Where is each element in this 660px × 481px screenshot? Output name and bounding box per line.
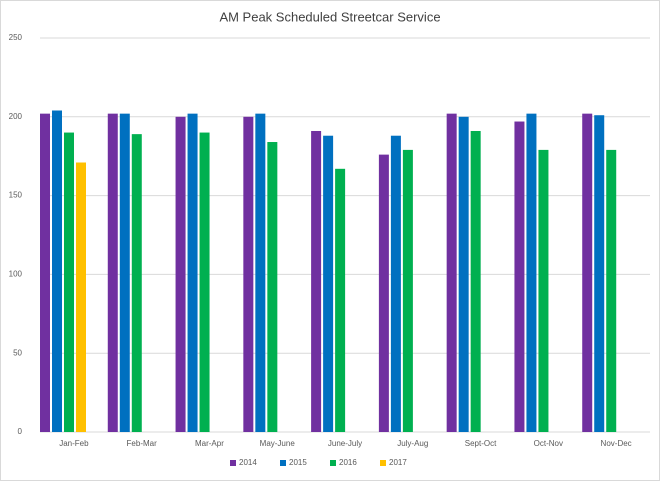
bar — [335, 168, 346, 433]
x-tick-label: Feb-Mar — [127, 439, 158, 448]
bar — [446, 113, 457, 432]
x-tick-label: Jan-Feb — [59, 439, 89, 448]
bar — [199, 132, 210, 432]
legend-label: 2017 — [389, 458, 407, 467]
bar — [582, 113, 593, 432]
y-tick-label: 0 — [18, 427, 23, 436]
legend-swatch — [380, 460, 386, 466]
legend-label: 2014 — [239, 458, 257, 467]
bar — [52, 110, 62, 432]
bar — [594, 115, 605, 432]
y-tick-label: 200 — [9, 112, 23, 121]
bar — [606, 149, 617, 432]
bar — [40, 113, 50, 432]
legend-label: 2015 — [289, 458, 307, 467]
x-tick-label: June-July — [328, 439, 362, 448]
bar — [458, 116, 469, 433]
y-tick-label: 50 — [13, 348, 22, 357]
bar — [538, 149, 549, 432]
bar — [175, 116, 186, 433]
bar — [64, 132, 74, 432]
legend-label: 2016 — [339, 458, 357, 467]
bar — [131, 134, 142, 433]
bar — [378, 154, 389, 432]
bar — [76, 162, 86, 432]
y-tick-label: 150 — [9, 191, 23, 200]
bar — [311, 130, 322, 432]
y-tick-label: 100 — [9, 270, 23, 279]
y-tick-label: 250 — [9, 33, 23, 42]
bar — [267, 142, 278, 433]
bar — [323, 135, 334, 432]
bar — [243, 116, 254, 433]
x-tick-label: May-June — [260, 439, 296, 448]
bar — [255, 113, 266, 432]
bar — [107, 113, 118, 432]
legend-swatch — [280, 460, 286, 466]
bar — [526, 113, 537, 432]
x-tick-label: Sept-Oct — [465, 439, 497, 448]
bar — [390, 135, 401, 432]
bar — [119, 113, 130, 432]
legend-swatch — [330, 460, 336, 466]
legend-swatch — [230, 460, 236, 466]
x-tick-label: Mar-Apr — [195, 439, 224, 448]
x-tick-label: Oct-Nov — [534, 439, 563, 448]
x-tick-label: Nov-Dec — [601, 439, 632, 448]
bar — [470, 130, 481, 432]
chart-title: AM Peak Scheduled Streetcar Service — [219, 9, 440, 24]
bar — [514, 121, 525, 432]
bar — [187, 113, 198, 432]
x-tick-label: July-Aug — [397, 439, 428, 448]
bar — [402, 149, 413, 432]
